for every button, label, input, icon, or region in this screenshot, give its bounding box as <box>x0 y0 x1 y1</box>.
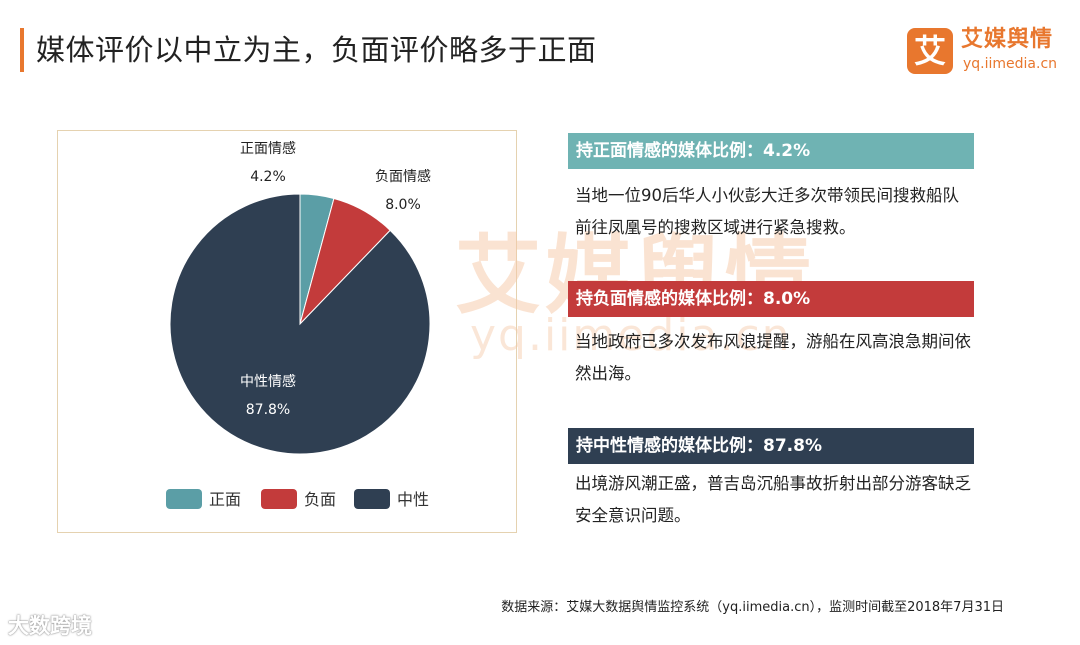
pie-chart: 正面情感 4.2% 负面情感 8.0% 中性情感 87.8% 正面 负面 中性 <box>166 140 431 509</box>
page-title: 媒体评价以中立为主，负面评价略多于正面 <box>36 33 597 67</box>
logo-url: yq.iimedia.cn <box>963 56 1058 72</box>
legend-label-1[interactable]: 负面 <box>304 490 336 509</box>
title-accent-bar <box>20 28 24 72</box>
logo: 艾 艾媒舆情 yq.iimedia.cn <box>907 26 1072 78</box>
logo-name: 艾媒舆情 <box>961 27 1054 52</box>
data-source-note: 数据来源：艾媒大数据舆情监控系统（yq.iimedia.cn），监测时间截至20… <box>501 600 1004 615</box>
legend-swatch-1[interactable] <box>261 489 297 509</box>
footer-badge: 大数跨境 <box>8 614 92 638</box>
logo-mark: 艾 <box>907 28 953 74</box>
negative-heading: 持负面情感的媒体比例：8.0% <box>568 281 974 317</box>
neutral-description: 出境游风潮正盛，普吉岛沉船事故折射出部分游客缺乏安全意识问题。 <box>575 474 971 525</box>
legend-swatch-2[interactable] <box>354 489 390 509</box>
negative-description: 当地政府已多次发布风浪提醒，游船在风高浪急期间依然出海。 <box>575 332 971 383</box>
slice-value-2: 87.8% <box>246 402 290 418</box>
slice-label-0: 正面情感 <box>240 140 296 157</box>
slice-value-0: 4.2% <box>250 169 286 185</box>
positive-heading: 持正面情感的媒体比例：4.2% <box>568 133 974 169</box>
pie-slice-2 <box>169 193 431 455</box>
slice-label-1: 负面情感 <box>375 168 431 185</box>
legend-label-2[interactable]: 中性 <box>397 490 429 509</box>
positive-description: 当地一位90后华人小伙彭大迁多次带领民间搜救船队前往凤凰号的搜救区域进行紧急搜救… <box>575 186 959 237</box>
legend-swatch-0[interactable] <box>166 489 202 509</box>
slice-value-1: 8.0% <box>385 197 421 213</box>
pie-chart-panel: 正面情感 4.2% 负面情感 8.0% 中性情感 87.8% 正面 负面 中性 <box>57 130 517 533</box>
neutral-heading: 持中性情感的媒体比例：87.8% <box>568 428 974 464</box>
slice-label-2: 中性情感 <box>240 373 296 390</box>
legend-label-0[interactable]: 正面 <box>209 490 241 509</box>
